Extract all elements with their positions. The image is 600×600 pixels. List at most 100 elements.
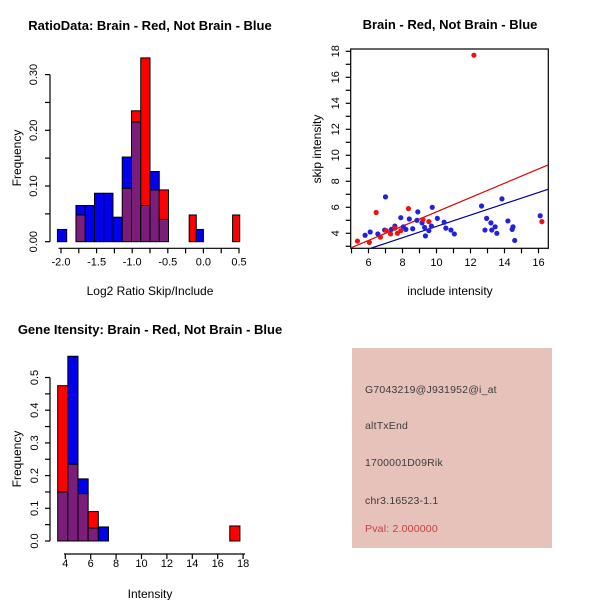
x-tick-label: 18 [237, 558, 249, 570]
x-tick-label: -0.5 [158, 257, 177, 269]
overlap-bar [140, 204, 151, 243]
ratio-hist-xlabel: Log2 Ratio Skip/Include [86, 284, 214, 298]
x-tick-label: -1.0 [123, 257, 142, 269]
x-tick-label: 12 [161, 558, 173, 570]
x-tick-label: 8 [113, 558, 119, 570]
not-brain-point [403, 226, 409, 232]
not-brain-point [422, 224, 428, 231]
not-brain-point [505, 218, 511, 224]
not-brain-fit-line [370, 188, 549, 249]
not-brain-point [367, 229, 373, 235]
x-tick-label: 16 [532, 257, 544, 269]
gene-info-pvalue: Pval: 2.000000 [365, 523, 438, 535]
overlap-bar [130, 121, 142, 243]
not-brain-bar [77, 478, 89, 495]
gene-info-event-type: altTxEnd [365, 420, 409, 432]
not-brain-point [398, 215, 404, 221]
ratio-hist-title: RatioData: Brain - Red, Not Brain - Blue [28, 18, 272, 33]
not-brain-point [489, 227, 495, 233]
brain-bar [140, 57, 151, 206]
not-brain-bar [75, 204, 86, 216]
y-tick-label: 16 [330, 71, 342, 83]
gene-info-locus: chr3.16523-1.1 [365, 495, 439, 507]
x-tick-label: 0.5 [231, 257, 246, 269]
x-tick-label: 4 [62, 558, 68, 570]
brain-bar [57, 385, 69, 493]
x-tick-label: 6 [88, 558, 94, 570]
not-brain-point [499, 196, 505, 202]
ratio-hist-ylabel: Frequency [10, 129, 24, 187]
not-brain-point [512, 237, 518, 244]
y-tick-label: 4 [330, 230, 342, 236]
x-tick-label: 10 [430, 257, 442, 269]
brain-point [426, 219, 432, 225]
brain-point [539, 219, 545, 225]
scatter-title: Brain - Red, Not Brain - Blue [362, 17, 538, 32]
y-tick-label: 12 [330, 123, 342, 135]
not-brain-bar [93, 192, 105, 243]
x-tick-label: -2.0 [52, 257, 71, 269]
gene-hist-ylabel: Frequency [10, 430, 24, 488]
brain-fit-line [350, 164, 549, 249]
not-brain-point [426, 228, 432, 234]
not-brain-bar [67, 355, 79, 465]
brain-point [398, 228, 404, 234]
x-tick-label: 6 [365, 257, 371, 269]
y-tick-label: 0.0 [29, 533, 41, 548]
y-tick-label: 0.00 [28, 231, 40, 252]
gene-info-probe-id: G7043219@J931952@i_at [365, 384, 497, 396]
x-tick-label: 16 [212, 558, 224, 570]
brain-bar [232, 214, 241, 243]
overlap-bar [67, 463, 79, 542]
not-brain-point [482, 227, 488, 233]
brain-bar [229, 525, 241, 542]
not-brain-bar [97, 526, 109, 542]
x-tick-label: 12 [464, 257, 476, 269]
not-brain-point [434, 215, 440, 221]
not-brain-bar [56, 228, 68, 243]
y-tick-label: 0.30 [28, 64, 40, 85]
not-brain-bar [112, 216, 123, 243]
not-brain-point [414, 217, 420, 223]
y-tick-label: 18 [330, 45, 342, 57]
not-brain-point [429, 204, 435, 210]
y-tick-label: 8 [330, 178, 342, 184]
not-brain-point [382, 194, 389, 200]
brain-bar [130, 110, 142, 123]
x-tick-label: 10 [135, 558, 147, 570]
brain-point [366, 239, 372, 245]
brain-bar [87, 511, 99, 529]
not-brain-point [422, 233, 429, 239]
not-brain-point [362, 232, 368, 238]
not-brain-bar [103, 192, 114, 243]
y-tick-label: 0.2 [29, 468, 41, 483]
x-tick-label: 14 [498, 257, 510, 269]
x-tick-label: 14 [186, 558, 198, 570]
plot-box [350, 48, 549, 249]
x-tick-label: 0.0 [196, 257, 211, 269]
brain-point [377, 234, 383, 240]
overlap-bar [77, 493, 89, 542]
gene-info-gene-symbol: 1700001D09Rik [365, 457, 443, 469]
gene-hist-title: Gene Itensity: Brain - Red, Not Brain - … [17, 322, 283, 337]
not-brain-point [537, 213, 543, 219]
x-tick-label: 8 [399, 257, 405, 269]
not-brain-point [494, 230, 500, 236]
brain-point [373, 209, 379, 216]
overlap-bar [75, 214, 86, 243]
x-tick-label: -1.5 [87, 257, 106, 269]
not-brain-point [443, 225, 449, 231]
not-brain-point [492, 224, 498, 230]
not-brain-point [451, 231, 457, 237]
not-brain-bar [195, 228, 204, 243]
not-brain-point [509, 226, 515, 232]
y-tick-label: 0.10 [28, 175, 40, 196]
y-tick-label: 0.1 [29, 501, 41, 516]
overlap-bar [149, 189, 160, 243]
not-brain-bar [84, 204, 95, 243]
not-brain-point [484, 215, 490, 221]
y-tick-label: 14 [330, 97, 342, 109]
overlap-bar [121, 187, 132, 243]
y-tick-label: 10 [330, 149, 342, 161]
